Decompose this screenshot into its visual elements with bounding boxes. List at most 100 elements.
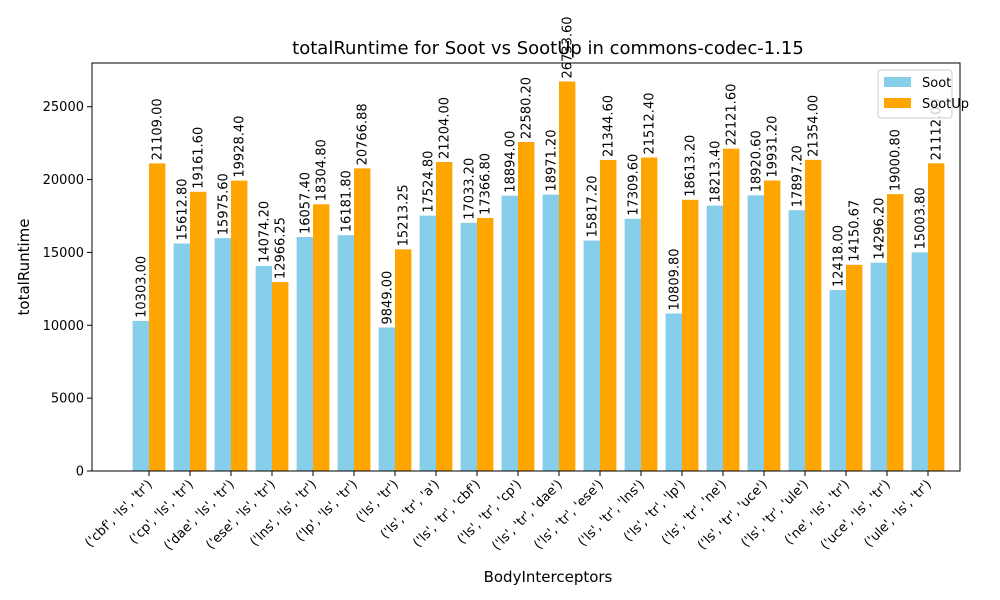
data-label-soot-8: 17033.20 xyxy=(462,158,477,220)
y-tick-label-3: 15000 xyxy=(43,246,84,261)
data-label-soot-16: 17897.20 xyxy=(790,145,805,207)
bar-sootup-19 xyxy=(928,163,945,472)
data-label-sootup-5: 20766.88 xyxy=(356,103,371,165)
data-label-sootup-13: 18613.20 xyxy=(684,135,699,197)
data-label-sootup-0: 21109.00 xyxy=(151,98,166,160)
data-label-soot-9: 18894.00 xyxy=(503,131,518,193)
data-label-sootup-1: 19161.60 xyxy=(192,127,207,189)
data-label-sootup-8: 17366.80 xyxy=(479,153,494,215)
plot-area: 10303.00 15612.80 15975.60 14074.20 16057.40… xyxy=(43,16,961,554)
legend-label-soot: Soot xyxy=(922,76,951,91)
data-label-soot-10: 18971.20 xyxy=(544,130,559,192)
bar-sootup-12 xyxy=(641,157,658,471)
bar-sootup-16 xyxy=(805,159,822,471)
data-label-sootup-10: 26733.60 xyxy=(561,16,576,78)
axes-frame xyxy=(91,62,961,472)
data-label-soot-17: 12418.00 xyxy=(831,225,846,287)
bar-soot-5 xyxy=(337,235,354,471)
data-label-sootup-16: 21354.00 xyxy=(807,95,822,157)
y-axis-title: totalRuntime xyxy=(15,219,33,316)
bar-sootup-8 xyxy=(477,217,494,471)
bar-sootup-5 xyxy=(354,168,371,471)
bar-sootup-1 xyxy=(190,191,207,471)
data-label-sootup-3: 12966.25 xyxy=(274,217,289,279)
y-tick-label-1: 5000 xyxy=(51,392,84,407)
data-label-soot-19: 15003.80 xyxy=(913,187,928,249)
data-label-sootup-9: 22580.20 xyxy=(520,77,535,139)
bar-soot-14 xyxy=(706,205,723,471)
x-tick-label-10: ('ls', 'tr', 'dae') xyxy=(489,477,565,553)
legend-swatch-soot xyxy=(884,77,911,87)
legend-swatch-sootup xyxy=(884,98,911,108)
bar-soot-7 xyxy=(419,215,436,471)
data-label-soot-13: 10809.80 xyxy=(667,248,682,310)
y-tick-label-0: 0 xyxy=(76,465,84,480)
legend-label-sootup: SootUp xyxy=(922,97,969,112)
bar-soot-12 xyxy=(624,218,641,471)
bar-sootup-7 xyxy=(436,162,453,471)
chart-title: totalRuntime for Soot vs SootUp in commo… xyxy=(292,38,804,59)
bar-soot-3 xyxy=(255,265,272,471)
bar-soot-1 xyxy=(173,243,190,471)
bar-soot-16 xyxy=(788,210,805,472)
data-label-soot-0: 10303.00 xyxy=(134,256,149,318)
bar-soot-4 xyxy=(296,237,313,471)
bar-sootup-10 xyxy=(559,81,576,472)
bar-sootup-6 xyxy=(395,249,412,471)
legend: Soot SootUp xyxy=(877,69,969,119)
data-label-sootup-6: 15213.25 xyxy=(397,184,412,246)
data-label-soot-4: 16057.40 xyxy=(298,172,313,234)
data-label-soot-1: 15612.80 xyxy=(175,178,190,240)
data-label-sootup-2: 19928.40 xyxy=(233,116,248,178)
data-label-sootup-4: 18304.80 xyxy=(315,139,330,201)
y-tick-label-5: 25000 xyxy=(43,100,84,115)
data-label-sootup-17: 14150.67 xyxy=(848,200,863,262)
x-tick-label-2: ('dae', 'ls', 'tr') xyxy=(161,477,237,553)
bar-soot-11 xyxy=(583,240,600,471)
data-label-sootup-14: 22121.60 xyxy=(725,84,740,146)
bar-soot-13 xyxy=(665,313,682,471)
data-label-soot-18: 14296.20 xyxy=(872,198,887,260)
data-label-sootup-7: 21204.00 xyxy=(438,97,453,159)
x-tick-label-18: ('uce', 'ls', 'tr') xyxy=(818,477,894,553)
data-label-soot-3: 14074.20 xyxy=(257,201,272,263)
data-label-soot-5: 16181.80 xyxy=(339,170,354,232)
bar-sootup-9 xyxy=(518,141,535,471)
data-label-soot-7: 17524.80 xyxy=(421,151,436,213)
data-label-soot-12: 17309.60 xyxy=(626,154,641,216)
bar-soot-8 xyxy=(460,222,477,471)
data-label-soot-11: 15817.20 xyxy=(585,175,600,237)
bar-sootup-17 xyxy=(846,264,863,471)
bar-soot-19 xyxy=(911,252,928,471)
bar-sootup-18 xyxy=(887,194,904,471)
data-label-sootup-15: 19931.20 xyxy=(766,116,781,178)
bar-soot-6 xyxy=(378,327,395,471)
data-label-sootup-12: 21512.40 xyxy=(643,93,658,155)
data-label-soot-15: 18920.60 xyxy=(749,130,764,192)
bar-sootup-2 xyxy=(231,180,248,471)
bar-soot-15 xyxy=(747,195,764,471)
data-label-sootup-11: 21344.60 xyxy=(602,95,617,157)
bar-sootup-4 xyxy=(313,204,330,471)
bar-sootup-15 xyxy=(764,180,781,471)
bar-soot-18 xyxy=(870,262,887,471)
data-label-sootup-18: 19000.80 xyxy=(889,129,904,191)
bar-soot-10 xyxy=(542,194,559,472)
bar-soot-17 xyxy=(829,290,846,471)
x-axis-title: BodyInterceptors xyxy=(484,568,613,586)
x-tick-label-15: ('ls', 'tr', 'uce') xyxy=(695,477,771,553)
data-label-soot-6: 9849.00 xyxy=(380,271,395,325)
bar-soot-0 xyxy=(132,320,149,471)
bar-sootup-11 xyxy=(600,159,617,471)
bar-sootup-13 xyxy=(682,199,699,471)
bar-sootup-3 xyxy=(272,282,289,471)
data-label-soot-14: 18213.40 xyxy=(708,141,723,203)
y-tick-label-4: 20000 xyxy=(43,173,84,188)
bar-soot-2 xyxy=(214,238,231,471)
bar-sootup-0 xyxy=(149,163,166,471)
y-tick-label-2: 10000 xyxy=(43,319,84,334)
data-label-soot-2: 15975.60 xyxy=(216,173,231,235)
bar-soot-9 xyxy=(501,195,518,471)
bar-sootup-14 xyxy=(723,148,740,472)
